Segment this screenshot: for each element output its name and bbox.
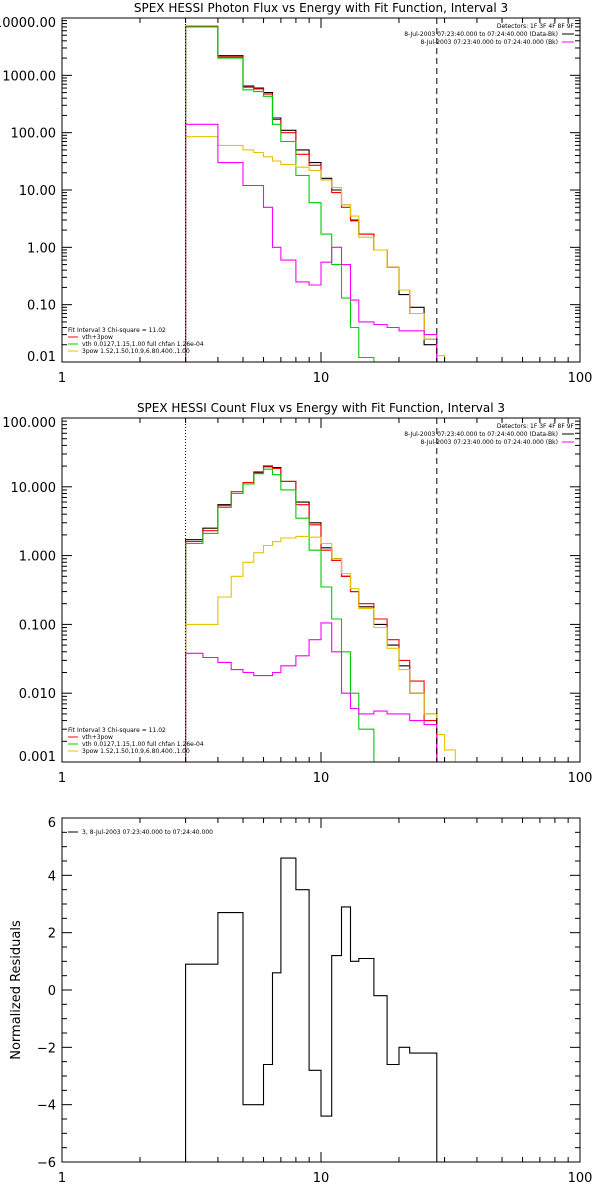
y-tick-label: 100.000 (2, 416, 56, 431)
y-tick-label: 10.000 (11, 481, 57, 496)
legend-entry: 8-Jul-2003 07:23:40.000 to 07:24:40.000 … (420, 39, 558, 46)
x-tick-label: 10 (313, 771, 330, 786)
y-tick-label: −2 (37, 1041, 56, 1056)
y-tick-label: −6 (37, 1156, 56, 1171)
y-axis-label: Normalized Residuals (9, 920, 24, 1060)
x-tick-label: 100 (568, 371, 593, 386)
x-tick-label: 10 (313, 371, 330, 386)
y-tick-label: 1.00 (27, 241, 56, 256)
series-vth+3pow (185, 466, 438, 762)
plot-frame (61, 17, 581, 363)
y-tick-label: 0 (48, 984, 56, 999)
y-tick-label: 0.010 (19, 687, 56, 702)
legend-entry: vth 0.0127,1.15,1.00 full chfan 1.26e-04 (82, 741, 204, 748)
series-vth (185, 468, 375, 762)
y-tick-label: 1000.00 (2, 69, 56, 84)
series-vth+3pow (185, 25, 438, 362)
legend-entry: Fit Interval 3 Chi-square = 11.02 (68, 327, 166, 334)
chart-title: SPEX HESSI Count Flux vs Energy with Fit… (137, 401, 505, 415)
chart-title: SPEX HESSI Photon Flux vs Energy with Fi… (134, 1, 508, 15)
series-3pow (185, 535, 456, 762)
x-tick-label: 10 (313, 1171, 330, 1186)
x-tick-label: 1 (58, 1171, 66, 1186)
y-tick-label: 100.00 (11, 127, 57, 142)
y-tick-label: 4 (48, 869, 56, 884)
series-bk (185, 622, 438, 762)
x-tick-label: 100 (568, 1171, 593, 1186)
legend-entry: 8-Jul-2003 07:23:40.000 to 07:24:40.000 … (404, 431, 558, 438)
y-tick-label: 0.001 (19, 750, 56, 765)
series-data-bk (185, 26, 438, 362)
legend-entry: vth 0.0127,1.15,1.00 full chfan 1.26e-04 (82, 341, 204, 348)
x-tick-label: 1 (58, 771, 66, 786)
legend-entry: Detectors: 1F 3F 4F 8F 9F (497, 23, 575, 30)
chart-panel-1: SPEX HESSI Photon Flux vs Energy with Fi… (0, 1, 592, 386)
legend-entry: 8-Jul-2003 07:23:40.000 to 07:24:40.000 … (420, 439, 558, 446)
x-tick-label: 100 (568, 771, 593, 786)
y-tick-label: 2 (48, 927, 56, 942)
y-tick-label: 0.01 (27, 350, 56, 365)
y-tick-label: 0.10 (27, 299, 56, 314)
plot-frame (61, 417, 581, 763)
y-tick-label: −4 (37, 1099, 56, 1114)
legend-entry: vth+3pow (82, 334, 113, 341)
y-tick-label: 10.00 (19, 184, 56, 199)
series-data-bk (185, 465, 438, 762)
chart-panel-2: SPEX HESSI Count Flux vs Energy with Fit… (2, 401, 592, 786)
legend-entry: Fit Interval 3 Chi-square = 11.02 (68, 727, 166, 734)
series-3pow (185, 136, 446, 362)
legend-entry: 3pow 1.52,1.50,10.9,6.80,400.,1.00 (82, 748, 190, 755)
legend-entry: 3, 8-Jul-2003 07:23:40.000 to 07:24:40.0… (82, 829, 213, 836)
y-tick-label: 10000.00 (0, 16, 56, 31)
series-bk (185, 123, 438, 362)
y-tick-label: 0.100 (19, 618, 56, 633)
series-residuals (185, 857, 438, 1162)
legend-entry: Detectors: 1F 3F 4F 8F 9F (497, 423, 575, 430)
legend-entry: vth+3pow (82, 734, 113, 741)
legend-entry: 8-Jul-2003 07:23:40.000 to 07:24:40.000 … (404, 31, 558, 38)
legend-entry: 3pow 1.52,1.50,10.9,6.80,400.,1.00 (82, 348, 190, 355)
x-tick-label: 1 (58, 371, 66, 386)
y-tick-label: 1.000 (19, 550, 56, 565)
chart-panel-3: Normalized Residuals 1 10 100 −6 −4 −2 0 2 4 6 3, 8… (9, 816, 592, 1186)
y-tick-label: 6 (48, 816, 56, 831)
series-vth (185, 26, 375, 362)
